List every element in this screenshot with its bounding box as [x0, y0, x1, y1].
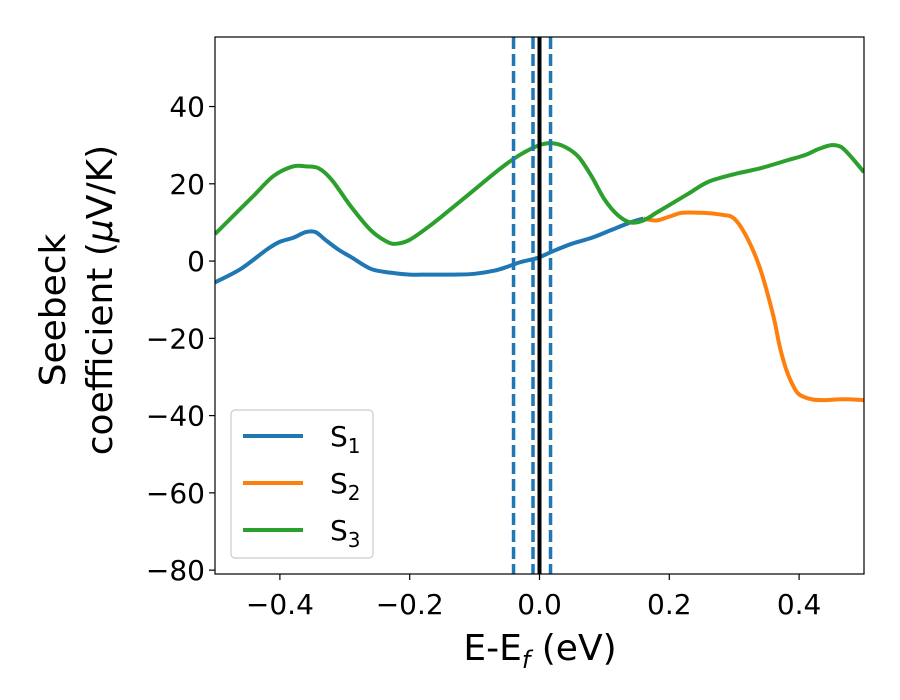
y-axis-label-suffix: V/K)	[80, 145, 121, 219]
legend-label-s3: S3	[330, 514, 361, 552]
y-axis-label-line1: Seebeck	[33, 233, 74, 386]
legend-item-s1: S1	[243, 420, 361, 458]
series-layer	[215, 141, 864, 403]
legend-item-s3: S3	[243, 514, 361, 552]
x-tick-label: 0.0	[517, 588, 562, 621]
y-axis-label-prefix: coefficient (	[80, 242, 121, 455]
legend: S1 S2 S3	[230, 409, 374, 559]
y-tick-label: 20	[169, 168, 205, 201]
y-tick-label: −20	[146, 322, 205, 355]
y-axis-label-line2: coefficient (μV/K)	[80, 145, 121, 455]
y-tick-label: 40	[169, 91, 205, 124]
y-axis-label: Seebeck coefficient (μV/K)	[33, 145, 121, 455]
series-line-s3	[215, 141, 864, 246]
y-axis-ticks: 40 20 0 −20 −40 −60 −80	[146, 91, 215, 587]
series-line-s2	[642, 210, 864, 403]
x-tick-label: −0.2	[376, 588, 444, 621]
y-tick-label: −60	[146, 477, 205, 510]
y-tick-label: −40	[146, 400, 205, 433]
x-tick-label: 0.4	[777, 588, 822, 621]
x-tick-label: 0.2	[647, 588, 692, 621]
legend-item-s2: S2	[243, 467, 361, 505]
series-line-s1	[215, 216, 644, 285]
x-axis-label: E-Ef (eV)	[463, 628, 616, 674]
y-tick-label: 0	[187, 245, 205, 278]
x-tick-label: −0.4	[246, 588, 314, 621]
x-axis-ticks: −0.4 −0.2 0.0 0.2 0.4	[246, 574, 821, 621]
x-axis-label-suffix: (eV)	[530, 628, 616, 669]
y-axis-label-mu: μ	[80, 219, 121, 243]
y-tick-label: −80	[146, 554, 205, 587]
vertical-reference-lines	[511, 37, 553, 574]
legend-label-s2: S2	[330, 467, 361, 505]
x-axis-label-main: E-E	[463, 628, 521, 669]
legend-label-s1: S1	[330, 420, 361, 458]
